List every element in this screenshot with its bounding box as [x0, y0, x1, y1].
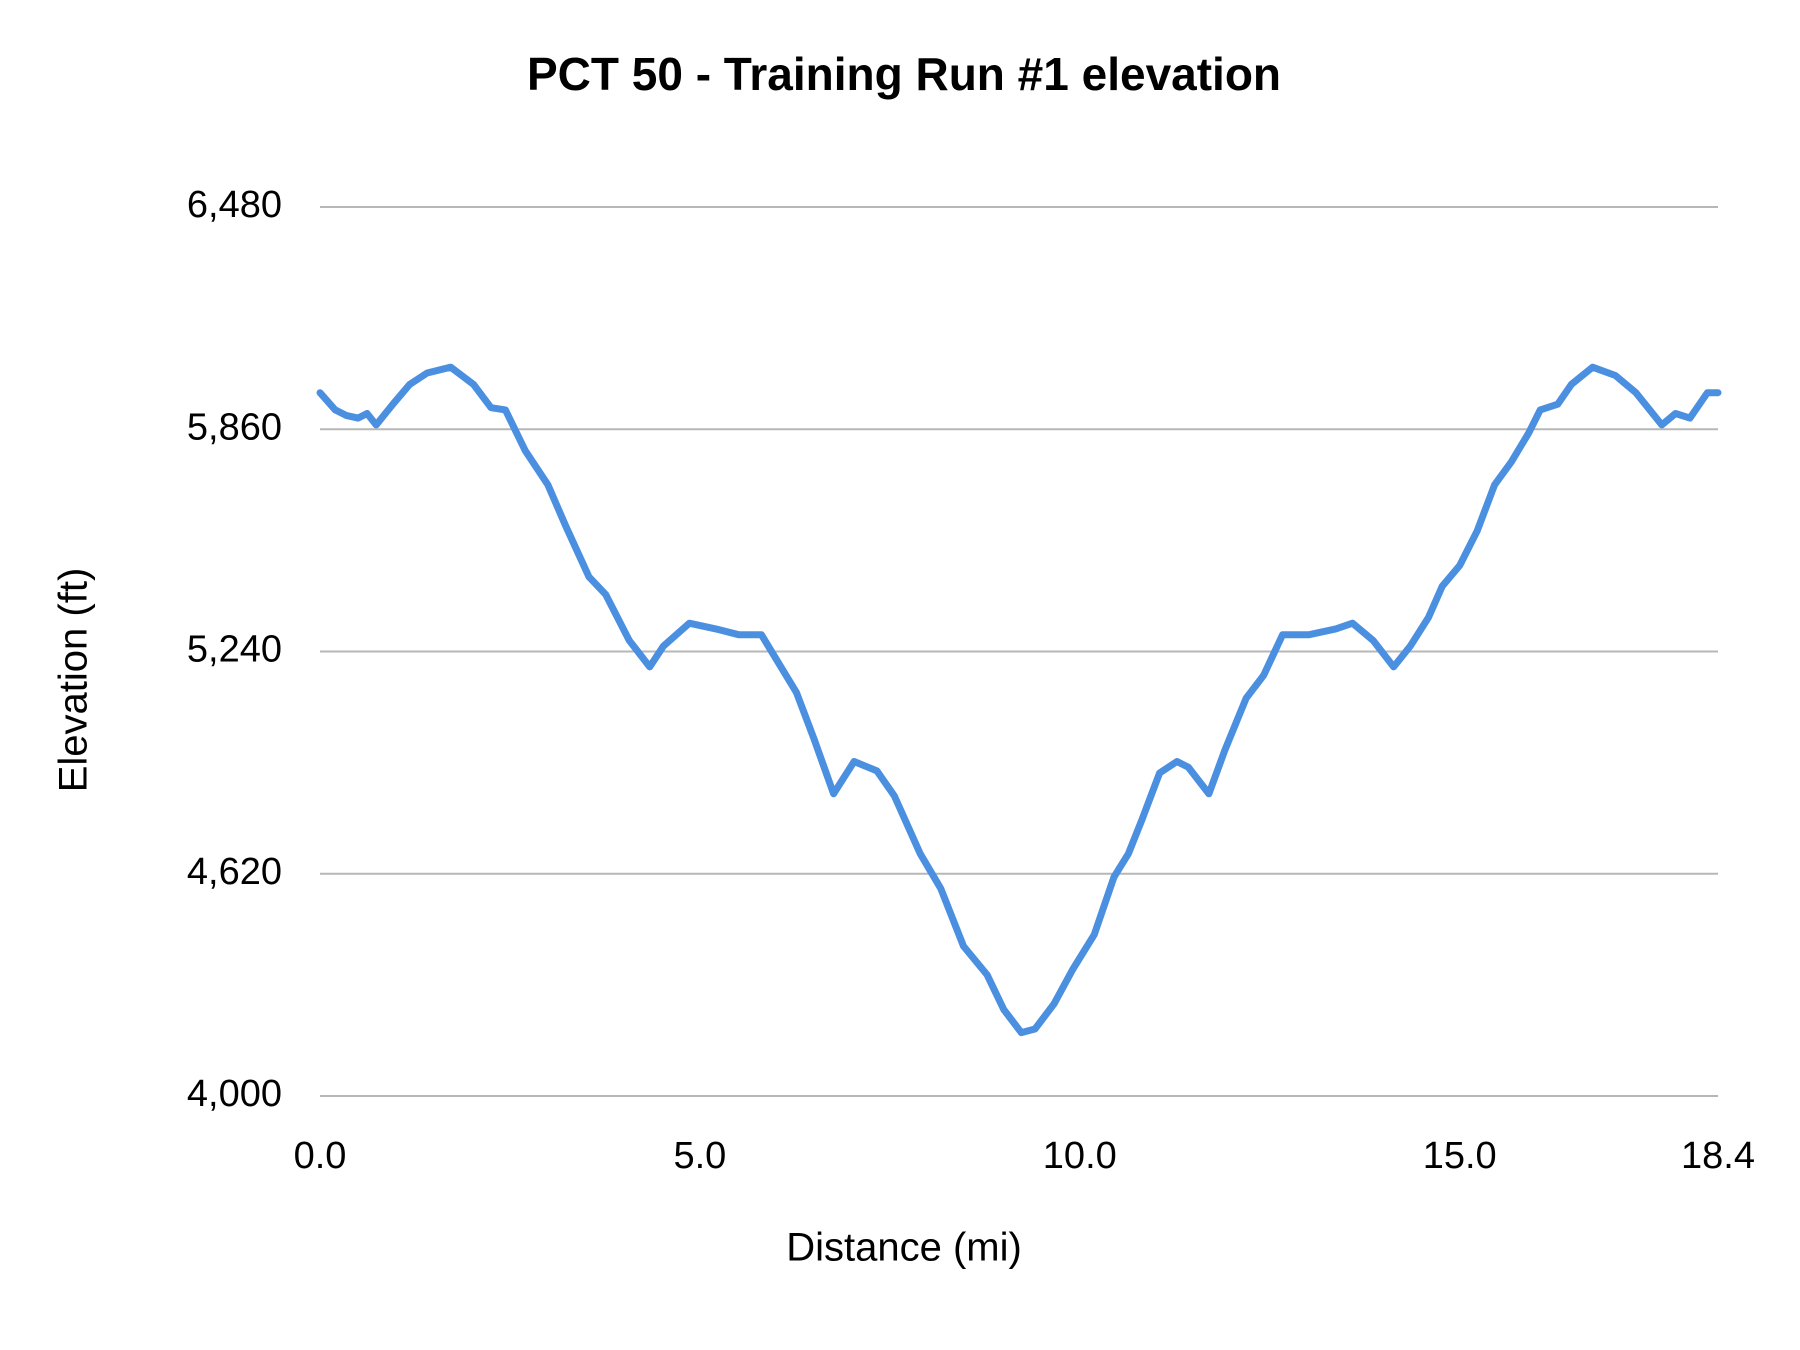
x-tick-label: 18.4: [1681, 1135, 1755, 1177]
y-tick-label: 4,620: [187, 851, 282, 893]
x-tick-label: 10.0: [1043, 1135, 1117, 1177]
chart-title: PCT 50 - Training Run #1 elevation: [527, 48, 1281, 100]
y-tick-label: 4,000: [187, 1073, 282, 1115]
x-tick-label: 15.0: [1423, 1135, 1497, 1177]
y-tick-label: 6,480: [187, 184, 282, 226]
y-tick-label: 5,860: [187, 406, 282, 448]
x-axis-title: Distance (mi): [786, 1226, 1022, 1270]
y-axis-title: Elevation (ft): [52, 568, 96, 793]
elevation-line: [316, 363, 1722, 1037]
y-tick-label: 5,240: [187, 629, 282, 671]
x-tick-label: 5.0: [673, 1135, 726, 1177]
x-tick-label: 0.0: [294, 1135, 347, 1177]
